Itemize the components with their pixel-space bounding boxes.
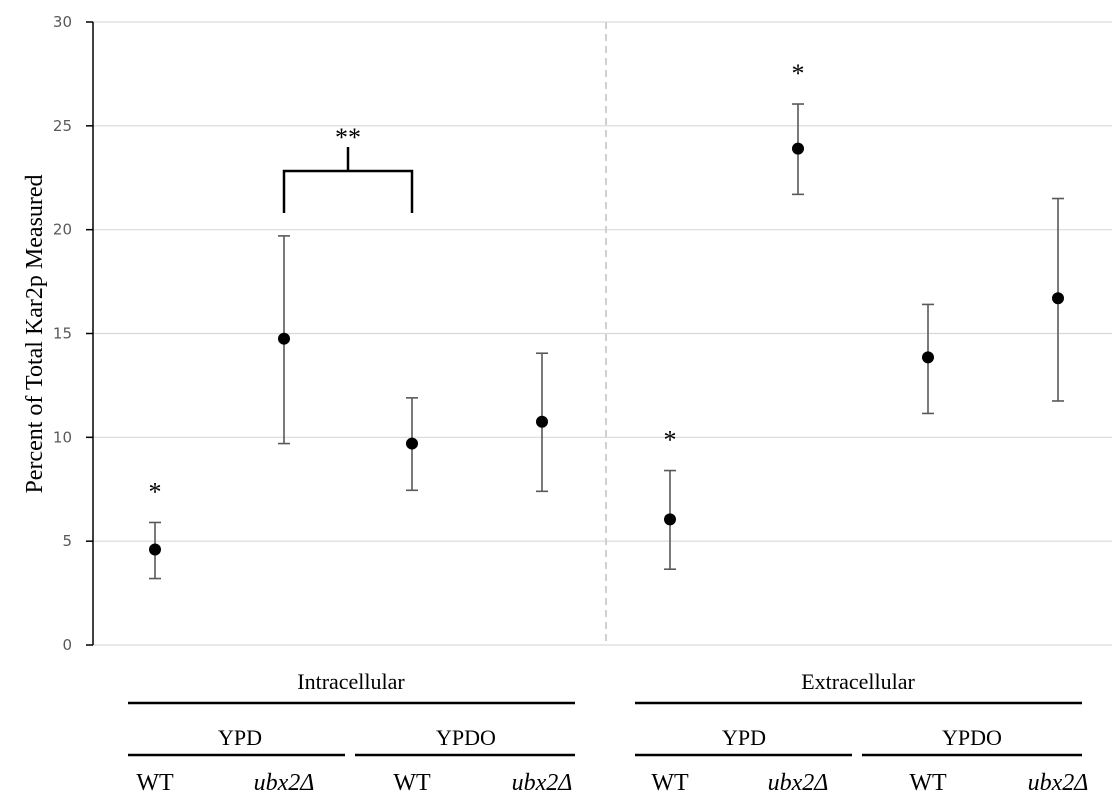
data-point [536,415,548,428]
condition-label: YPDO [436,725,496,750]
data-point [664,513,676,526]
significance-bracket: ** [282,123,414,213]
significance-marker: * [149,477,162,506]
data-point [1052,292,1064,305]
data-point [278,332,290,345]
gridlines [93,21,1112,646]
y-axis-label: Percent of Total Kar2p Measured [22,174,48,493]
y-tick-label: 20 [53,221,72,239]
y-tick-label: 0 [62,636,72,654]
y-tick-label: 30 [53,13,72,31]
data-points [149,142,1064,556]
strain-label: ubx2Δ [768,770,829,796]
strain-label: ubx2Δ [1028,770,1089,796]
condition-label: YPD [218,725,262,750]
strain-label: WT [136,770,174,796]
condition-label: YPDO [942,725,1002,750]
strain-label: WT [651,770,689,796]
data-point [149,543,161,556]
panel-label: Intracellular [297,669,405,694]
strain-label: WT [393,770,431,796]
strain-label: ubx2Δ [512,770,573,796]
strain-label: ubx2Δ [254,770,315,796]
condition-label: YPD [722,725,766,750]
significance-annotations: *** [149,59,805,506]
significance-marker: * [664,426,677,455]
strain-label: WT [909,770,947,796]
panel-label: Extracellular [801,669,915,694]
y-tick-label: 10 [53,428,72,446]
bracket-label: ** [335,123,361,152]
y-axis-ticks: 0 5 10 15 20 25 30 [53,13,93,654]
y-tick-label: 15 [53,325,72,343]
bracket-line [282,147,414,213]
y-tick-label: 25 [53,117,72,135]
significance-marker: * [792,59,805,88]
data-point [922,351,934,364]
category-labels: Intracellular YPD YPDO Extracellular YPD YPDO… [128,669,1088,796]
data-point [406,437,418,450]
data-point [792,142,804,155]
y-tick-label: 5 [62,532,72,550]
